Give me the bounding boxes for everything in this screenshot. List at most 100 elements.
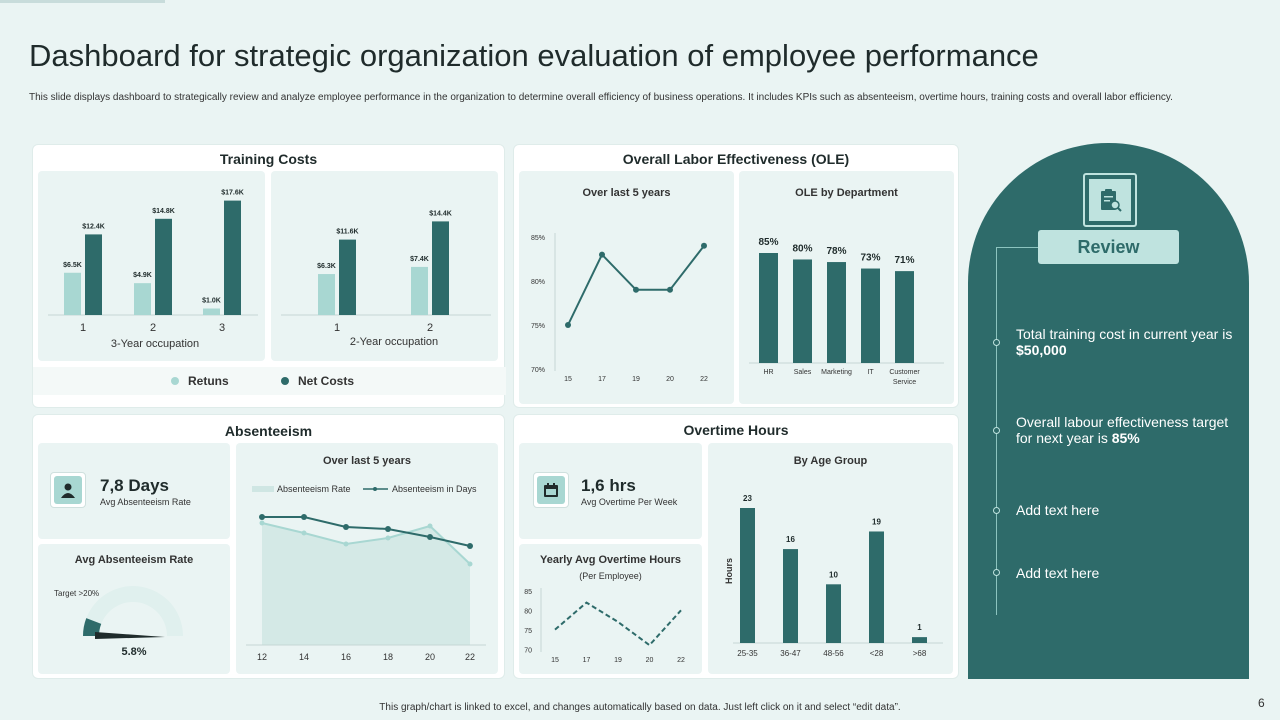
days-point <box>259 514 265 520</box>
gauge-title: Avg Absenteeism Rate <box>74 554 194 566</box>
ole-card: Overall Labor Effectiveness (OLE) Over l… <box>513 144 959 408</box>
x-tick-label: 19 <box>614 657 622 664</box>
dept-tick-label: IT <box>867 369 874 376</box>
absenteeism-rate-line <box>261 522 471 565</box>
review-panel: Review Total training cost in current ye… <box>968 143 1249 679</box>
x-tick-label: 15 <box>551 657 559 664</box>
legend-days-text: Absenteeism in Days <box>392 484 477 494</box>
x-tick-label: 20 <box>666 376 674 383</box>
gauge-value: 5.8% <box>121 646 147 658</box>
absenteeism-chart-title: Over last 5 years <box>322 455 412 467</box>
bar-net-costs <box>432 221 449 315</box>
dept-tick-label: Customer <box>889 369 920 376</box>
absenteeism-days-line <box>262 516 471 547</box>
dept-value-label: 73% <box>860 253 880 264</box>
absenteeism-line-chart: Absenteeism Rate Absenteeism in Days 12 1… <box>246 484 486 662</box>
data-label-returns: $1.0K <box>202 298 221 305</box>
x-tick-label: 22 <box>677 657 685 664</box>
gauge-chart <box>83 586 183 639</box>
ole-dept-chart: 85% HR 80% Sales 78% Marketing 73% IT 71% Custome… <box>749 237 944 386</box>
age-tick-label: 25-35 <box>737 649 758 658</box>
ole-line-title: Over last 5 years <box>582 187 671 199</box>
training-costs-card: Training Costs $6.5K $12.4K 1 $4.9K $14.8K 2 $… <box>32 144 506 408</box>
chart1-caption: 3-Year occupation <box>111 338 199 350</box>
bar-returns <box>203 308 220 315</box>
legend-rate-swatch <box>252 486 274 492</box>
yearly-overtime-chart: 85 80 75 70 15 17 19 20 22 <box>524 588 685 664</box>
ole-point <box>633 286 639 293</box>
overtime-kpi-icon-box <box>533 472 569 508</box>
dept-bar <box>861 268 880 363</box>
age-tick-label: 36-47 <box>780 649 801 658</box>
clipboard-search-icon <box>1101 189 1122 212</box>
dept-tick-label: HR <box>763 369 773 376</box>
overtime-kpi-panel: 1,6 hrs Avg Overtime Per Week <box>519 443 702 539</box>
x-tick-label: 15 <box>564 376 572 383</box>
rate-point <box>467 561 473 567</box>
age-group-chart: Hours 23 25-35 16 36-47 10 48-56 19 <28 1 >68 <box>724 494 943 658</box>
x-tick-label: 17 <box>583 657 591 664</box>
rate-point <box>385 535 391 541</box>
person-icon <box>61 483 75 498</box>
data-label-net: $12.4K <box>82 223 105 230</box>
review-item-1-bold: $50,000 <box>1016 342 1067 358</box>
absenteeism-rate-area <box>262 523 470 645</box>
ole-dept-title: OLE by Department <box>795 187 898 199</box>
legend-net-label: Net Costs <box>298 374 355 388</box>
overtime-title: Overtime Hours <box>683 422 789 438</box>
y-tick-label: 80% <box>531 279 545 286</box>
x-tick-label: 16 <box>341 652 351 662</box>
absenteeism-kpi-value: 7,8 Days <box>100 476 169 495</box>
gauge-target-label: Target >20% <box>54 589 100 598</box>
age-y-axis-label: Hours <box>724 558 734 584</box>
gauge-fill <box>83 618 102 636</box>
legend-days-marker <box>373 487 377 491</box>
y-tick-label: 85 <box>524 589 532 596</box>
review-icon-box <box>1083 173 1137 227</box>
training-costs-title: Training Costs <box>219 151 318 167</box>
review-bullet <box>993 569 1000 576</box>
y-tick-label: 75% <box>531 323 545 330</box>
data-label-net: $14.4K <box>429 210 452 217</box>
review-button[interactable]: Review <box>1038 230 1179 264</box>
training-chart-2year: $6.3K $11.6K 1 $7.4K $14.4K 2 2-Year occupatio… <box>281 210 491 348</box>
age-bar <box>826 584 841 643</box>
dept-bar <box>895 271 914 363</box>
review-item-2-text: Overall labour effectiveness target for … <box>1016 414 1229 446</box>
x-tick-label: 1 <box>80 322 86 334</box>
ole-line-chart: 85% 80% 75% 70% 15 17 19 20 22 <box>531 233 708 383</box>
absenteeism-kpi-icon-box <box>50 472 86 508</box>
days-point <box>343 524 349 530</box>
review-bullet <box>993 339 1000 346</box>
days-point <box>301 514 307 520</box>
yearly-title: Yearly Avg Overtime Hours <box>539 554 682 566</box>
absenteeism-card: Absenteeism 7,8 Days Avg Absenteeism Rat… <box>32 414 505 679</box>
days-point <box>467 543 473 549</box>
bar-net-costs <box>224 200 241 315</box>
rate-point <box>301 530 307 536</box>
ole-dept-panel: OLE by Department 85% HR 80% Sales 78% Market… <box>739 171 954 404</box>
overtime-card: Overtime Hours 1,6 hrs Avg Overtime Per … <box>513 414 959 679</box>
x-tick-label: 14 <box>299 652 309 662</box>
data-label-returns: $6.5K <box>63 262 82 269</box>
chart2-caption: 2-Year occupation <box>350 336 438 348</box>
y-tick-label: 80 <box>524 609 532 616</box>
age-bar <box>912 637 927 643</box>
x-tick-label: 18 <box>383 652 393 662</box>
training-chart2-panel: $6.3K $11.6K 1 $7.4K $14.4K 2 2-Year occupatio… <box>271 171 498 361</box>
age-value-label: 16 <box>786 535 795 544</box>
bar-net-costs <box>339 239 356 315</box>
ole-line-panel: Over last 5 years 85% 80% 75% 70% 15 17 19 20 22 <box>519 171 734 404</box>
top-accent-line <box>0 0 165 3</box>
footer-note: This graph/chart is linked to excel, and… <box>379 702 901 713</box>
review-bullet <box>993 427 1000 434</box>
age-value-label: 1 <box>917 623 922 632</box>
rate-point <box>427 523 433 529</box>
ole-line <box>567 245 705 326</box>
age-value-label: 23 <box>743 494 752 503</box>
legend-rate-text: Absenteeism Rate <box>277 484 351 494</box>
data-label-net: $14.8K <box>152 208 175 215</box>
dept-value-label: 78% <box>826 246 846 257</box>
x-tick-label: 19 <box>632 376 640 383</box>
rate-point <box>259 520 265 526</box>
